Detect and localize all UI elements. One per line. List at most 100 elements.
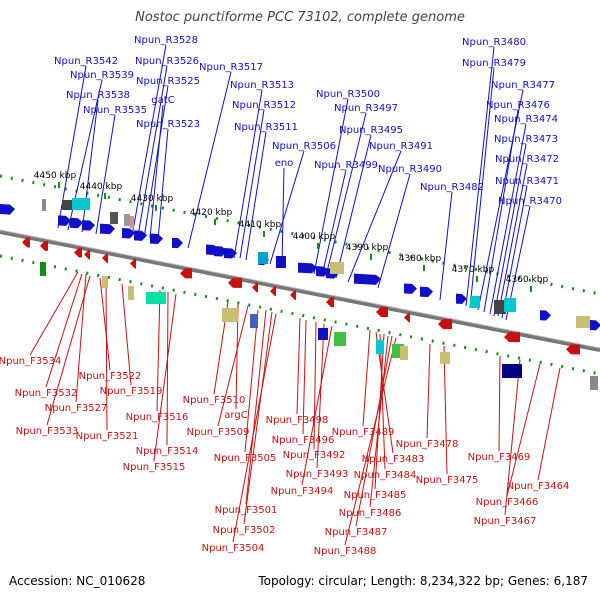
reverse-gene-arrow (58, 215, 71, 226)
gene-feature-box (576, 316, 590, 328)
gene-label-npun-r3472[interactable]: Npun_R3472 (495, 154, 559, 165)
gene-label-npun-r3542[interactable]: Npun_R3542 (54, 56, 118, 67)
forward-gene-arrow (326, 297, 334, 308)
leader-line-npun-r3538 (81, 99, 99, 233)
gene-label-npun-r3528[interactable]: Npun_R3528 (134, 35, 198, 46)
gene-label-npun-f3516[interactable]: Npun_F3516 (126, 412, 189, 423)
gene-label-npun-f3469[interactable]: Npun_F3469 (468, 452, 531, 463)
gene-label-npun-f3485[interactable]: Npun_F3485 (344, 490, 407, 501)
gene-label-npun-f3527[interactable]: Npun_F3527 (45, 403, 108, 414)
gene-label-npun-f3475[interactable]: Npun_F3475 (416, 475, 479, 486)
leader-line-npun-r3490 (377, 173, 411, 289)
gene-label-npun-f3532[interactable]: Npun_F3532 (15, 388, 78, 399)
gene-label-npun-f3467[interactable]: Npun_F3467 (474, 516, 537, 527)
reverse-gene-arrow (404, 283, 417, 294)
reverse-gene-arrow (0, 204, 15, 215)
gene-label-npun-r3470[interactable]: Npun_R3470 (498, 196, 562, 207)
gene-label-npun-f3501[interactable]: Npun_F3501 (215, 505, 278, 516)
gene-label-npun-f3487[interactable]: Npun_F3487 (325, 527, 388, 538)
gene-feature-box (318, 328, 328, 340)
gene-label-npun-f3498[interactable]: Npun_F3498 (266, 415, 329, 426)
gene-label-npun-f3496[interactable]: Npun_F3496 (272, 435, 335, 446)
gene-label-npun-r3523[interactable]: Npun_R3523 (136, 119, 200, 130)
gene-label-npun-f3519[interactable]: Npun_F3519 (100, 386, 163, 397)
gene-label-npun-f3484[interactable]: Npun_F3484 (354, 470, 417, 481)
gene-label-npun-f3509[interactable]: Npun_F3509 (187, 427, 250, 438)
forward-gene-arrow (376, 306, 388, 317)
gene-label-npun-r3477[interactable]: Npun_R3477 (491, 80, 555, 91)
gene-label-npun-r3490[interactable]: Npun_R3490 (378, 164, 442, 175)
gene-label-npun-r3511[interactable]: Npun_R3511 (234, 122, 298, 133)
gene-label-npun-f3489[interactable]: Npun_F3489 (332, 427, 395, 438)
gene-label-argc[interactable]: argC (224, 410, 247, 421)
gene-label-npun-f3521[interactable]: Npun_F3521 (76, 431, 139, 442)
kbp-label: 4360 kbp (506, 275, 549, 285)
genome-backbone (0, 230, 600, 352)
gene-feature-box (504, 298, 516, 312)
reverse-gene-arrow (82, 220, 95, 231)
gene-label-npun-f3486[interactable]: Npun_F3486 (339, 508, 402, 519)
gene-label-npun-r3473[interactable]: Npun_R3473 (494, 134, 558, 145)
gene-label-npun-f3483[interactable]: Npun_F3483 (362, 454, 425, 465)
leader-line-npun-r3474 (489, 123, 527, 315)
gene-label-npun-r3535[interactable]: Npun_R3535 (83, 105, 147, 116)
gene-feature-box (440, 352, 450, 364)
gene-label-npun-f3502[interactable]: Npun_F3502 (213, 525, 276, 536)
gene-feature-box (146, 292, 166, 304)
gene-label-npun-r3491[interactable]: Npun_R3491 (369, 141, 433, 152)
gene-label-npun-f3504[interactable]: Npun_F3504 (202, 543, 265, 554)
gene-label-npun-r3476[interactable]: Npun_R3476 (486, 100, 550, 111)
gene-label-npun-r3539[interactable]: Npun_R3539 (70, 70, 134, 81)
gene-label-npun-r3517[interactable]: Npun_R3517 (199, 62, 263, 73)
gene-label-npun-r3480[interactable]: Npun_R3480 (462, 37, 526, 48)
gene-label-npun-r3526[interactable]: Npun_R3526 (135, 56, 199, 67)
gene-label-npun-r3482[interactable]: Npun_R3482 (420, 182, 484, 193)
gene-feature-box (400, 346, 408, 360)
gene-label-npun-f3515[interactable]: Npun_F3515 (123, 462, 186, 473)
gene-label-npun-f3466[interactable]: Npun_F3466 (476, 497, 539, 508)
gene-label-npun-r3512[interactable]: Npun_R3512 (232, 100, 296, 111)
accession-label: Accession: NC_010628 (9, 574, 146, 588)
leader-line-npun-f3484 (379, 333, 386, 470)
gene-label-npun-r3495[interactable]: Npun_R3495 (339, 125, 403, 136)
leader-line-npun-r3526 (137, 65, 168, 237)
gene-label-npun-r3538[interactable]: Npun_R3538 (66, 90, 130, 101)
gene-label-npun-r3506[interactable]: Npun_R3506 (272, 141, 336, 152)
leader-line-npun-f3514 (166, 291, 169, 446)
gene-feature-box (72, 198, 90, 210)
gene-feature-box (376, 340, 384, 354)
leader-line-npun-f3505 (244, 309, 259, 453)
leader-line-npun-r3471 (501, 185, 528, 319)
gene-feature-box (40, 262, 46, 276)
gene-label-npun-f3522[interactable]: Npun_F3522 (79, 371, 142, 382)
gene-label-npun-f3533[interactable]: Npun_F3533 (16, 426, 79, 437)
gene-label-npun-f3505[interactable]: Npun_F3505 (214, 453, 277, 464)
gene-label-npun-r3497[interactable]: Npun_R3497 (334, 103, 398, 114)
gene-label-npun-f3478[interactable]: Npun_F3478 (396, 439, 459, 450)
gene-label-npun-r3471[interactable]: Npun_R3471 (495, 176, 559, 187)
leader-line-npun-f3501 (245, 309, 267, 505)
leader-line-npun-f3519 (121, 283, 132, 386)
gene-label-gatc[interactable]: gatC (151, 95, 174, 106)
gene-label-npun-f3494[interactable]: Npun_F3494 (271, 486, 334, 497)
gene-label-npun-f3464[interactable]: Npun_F3464 (507, 481, 570, 492)
gene-label-npun-r3474[interactable]: Npun_R3474 (494, 114, 558, 125)
gene-label-npun-r3479[interactable]: Npun_R3479 (462, 58, 526, 69)
gene-label-npun-f3488[interactable]: Npun_F3488 (314, 546, 377, 557)
gene-label-npun-f3492[interactable]: Npun_F3492 (283, 450, 346, 461)
kbp-label: 4410 kbp (239, 220, 282, 230)
leader-line-npun-f3469 (498, 355, 501, 452)
leader-line-npun-f3464 (537, 367, 561, 481)
leader-line-npun-r3525 (143, 85, 169, 239)
gene-label-npun-r3500[interactable]: Npun_R3500 (316, 89, 380, 100)
gene-label-npun-f3510[interactable]: Npun_F3510 (183, 395, 246, 406)
gene-label-npun-r3525[interactable]: Npun_R3525 (136, 76, 200, 87)
gene-label-eno[interactable]: eno (275, 158, 294, 169)
gene-label-npun-r3513[interactable]: Npun_R3513 (230, 80, 294, 91)
gene-label-npun-f3514[interactable]: Npun_F3514 (136, 446, 199, 457)
leader-line-npun-f3522 (99, 277, 111, 371)
leader-line-eno (281, 167, 285, 267)
gene-label-npun-f3493[interactable]: Npun_F3493 (286, 469, 349, 480)
gene-label-npun-f3534[interactable]: Npun_F3534 (0, 356, 61, 367)
gene-label-npun-r3499[interactable]: Npun_R3499 (314, 160, 378, 171)
